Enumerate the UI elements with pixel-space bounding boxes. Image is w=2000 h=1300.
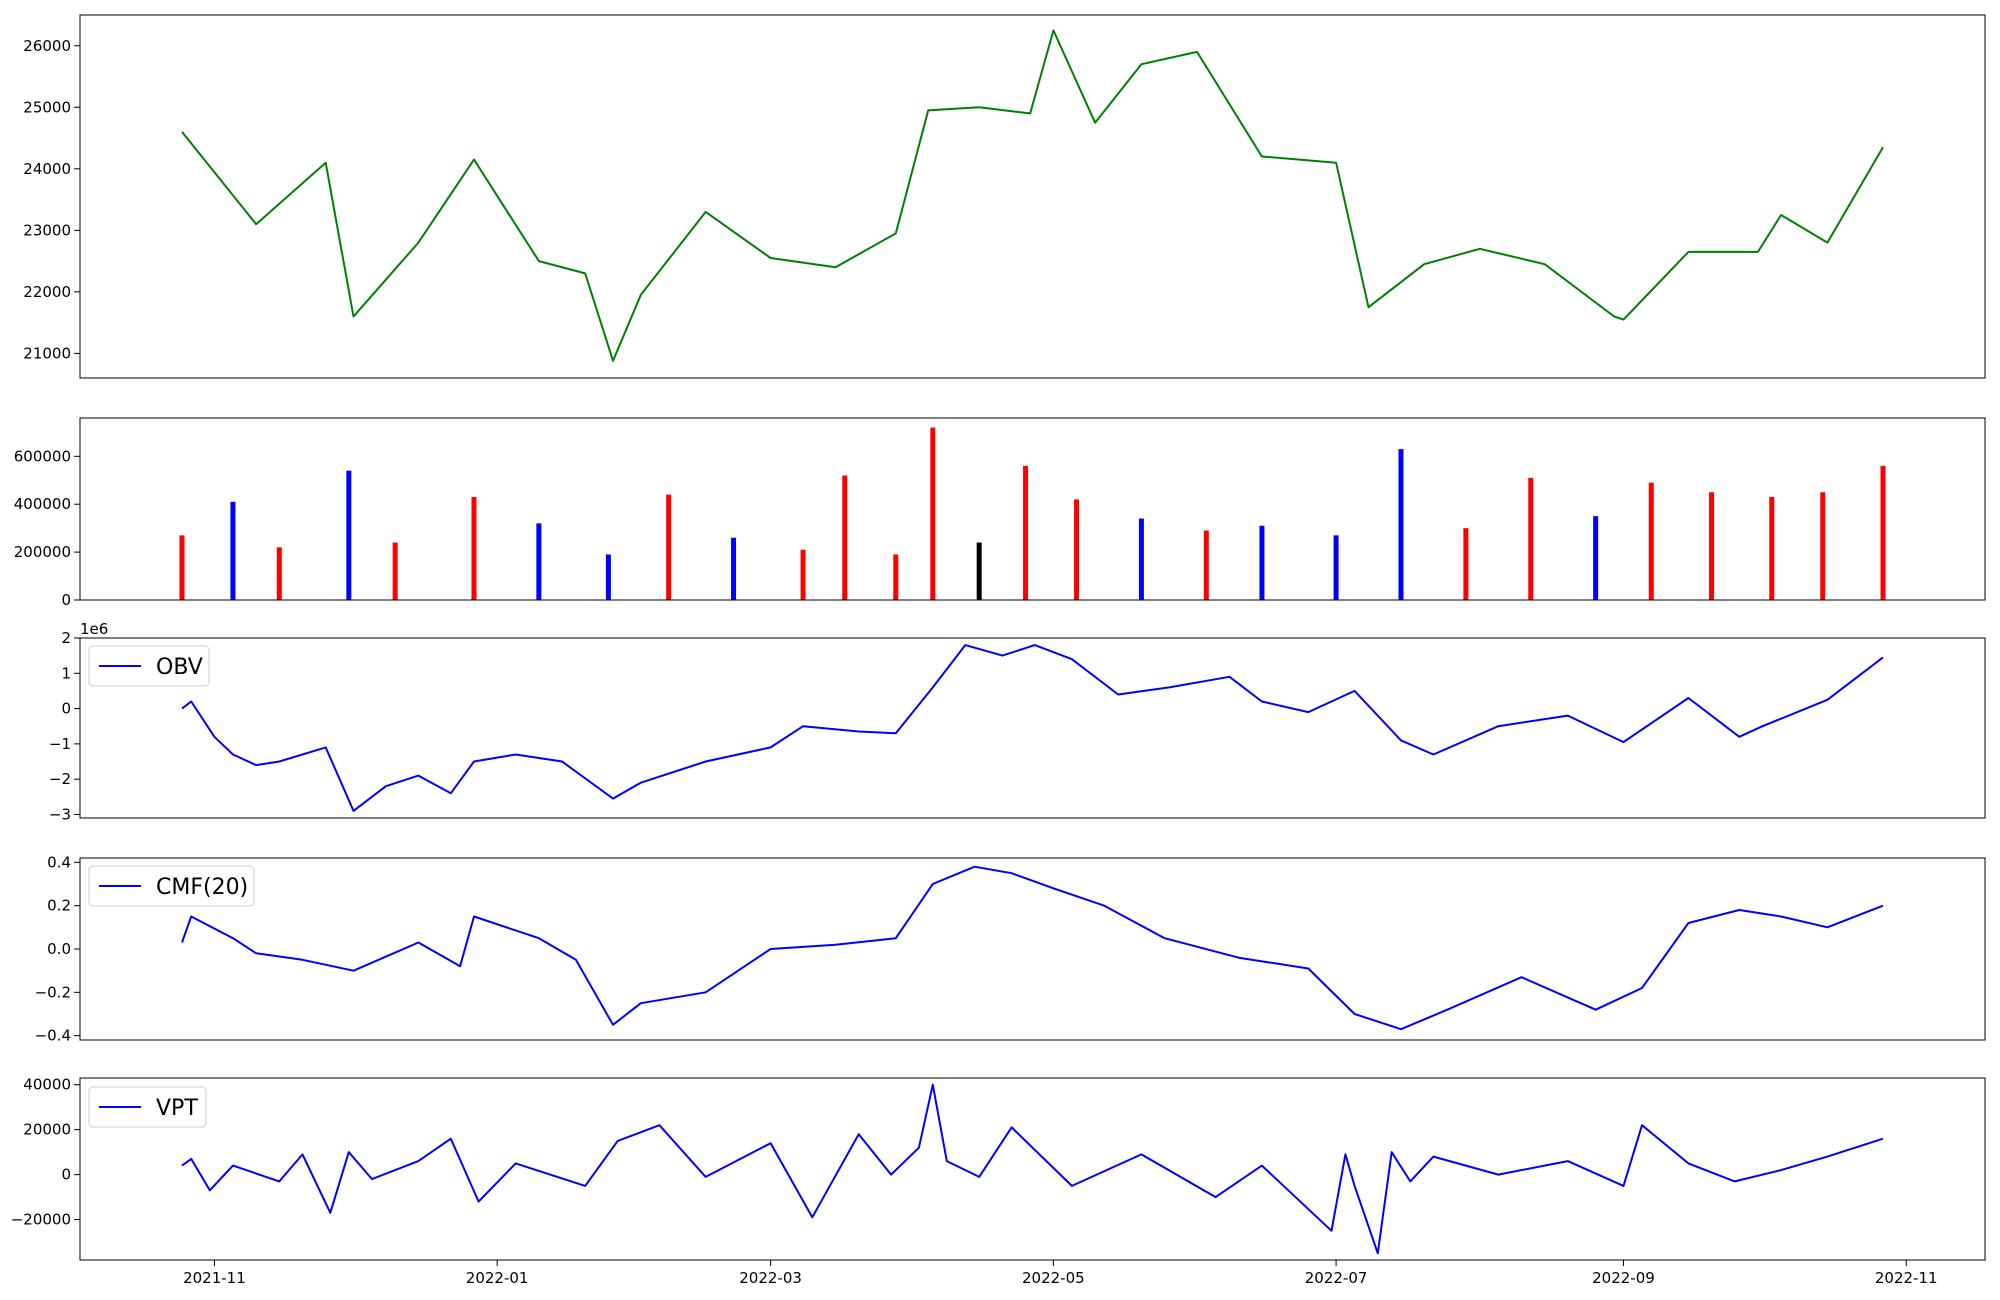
y-tick-label: 26000 bbox=[23, 37, 71, 55]
volume-bar bbox=[1463, 528, 1469, 600]
volume-bar bbox=[1709, 492, 1715, 600]
y-tick-label: 21000 bbox=[23, 344, 71, 362]
y-tick-label: 40000 bbox=[23, 1076, 71, 1094]
cmf-line bbox=[181, 865, 1884, 1031]
volume-bar bbox=[471, 497, 477, 600]
volume-bar bbox=[893, 554, 899, 600]
y-tick-label: 600000 bbox=[14, 447, 71, 465]
y-tick-label: 22000 bbox=[23, 283, 71, 301]
y-tick-label: 24000 bbox=[23, 160, 71, 178]
y-tick-label: 0 bbox=[61, 591, 71, 609]
y-tick-label: 0.0 bbox=[47, 940, 71, 958]
y-tick-label: −0.2 bbox=[35, 983, 71, 1001]
volume-bar bbox=[1259, 525, 1265, 600]
volume-bar bbox=[1074, 499, 1080, 600]
obv-legend: OBV bbox=[88, 645, 210, 687]
volume-bar bbox=[1820, 492, 1826, 600]
y-tick-label: −2 bbox=[49, 770, 71, 788]
y-tick-label: 25000 bbox=[23, 98, 71, 116]
volume-bar bbox=[1593, 516, 1599, 600]
obv-line bbox=[181, 644, 1884, 812]
price-line bbox=[181, 29, 1884, 362]
y-tick-label: 400000 bbox=[14, 495, 71, 513]
volume-bar bbox=[179, 535, 185, 600]
y-tick-label: 23000 bbox=[23, 221, 71, 239]
volume-bar bbox=[800, 549, 806, 600]
volume-bar bbox=[1648, 482, 1654, 600]
y-tick-label: 20000 bbox=[23, 1121, 71, 1139]
y-tick-label: −20000 bbox=[11, 1211, 71, 1229]
panel-vpt: −20000 0 20000 40000 VPT bbox=[11, 1076, 1986, 1261]
y-tick-label: 0 bbox=[61, 1166, 71, 1184]
volume-bar bbox=[1769, 497, 1775, 600]
volume-bar bbox=[1398, 449, 1404, 600]
vpt-line bbox=[181, 1083, 1884, 1255]
y-tick-label: 0.2 bbox=[47, 897, 71, 915]
volume-bar bbox=[731, 537, 737, 600]
volume-bar bbox=[276, 547, 282, 600]
cmf-legend-label: CMF(20) bbox=[156, 875, 248, 900]
x-tick-label: 2022-01 bbox=[466, 1269, 529, 1287]
x-tick-label: 2022-03 bbox=[739, 1269, 802, 1287]
volume-bar bbox=[976, 542, 982, 600]
volume-bar bbox=[536, 523, 542, 600]
y-tick-label: 0 bbox=[61, 700, 71, 718]
shared-x-axis: 2021-11 2022-01 2022-03 2022-05 2022-07 2022-… bbox=[183, 1260, 1938, 1287]
volume-bar bbox=[1528, 477, 1534, 600]
volume-bar bbox=[930, 427, 936, 600]
volume-bar bbox=[1880, 465, 1886, 600]
volume-bar bbox=[1023, 465, 1029, 600]
y-tick-label: −1 bbox=[49, 735, 71, 753]
x-tick-label: 2022-11 bbox=[1875, 1269, 1938, 1287]
y-tick-label: 1 bbox=[61, 664, 71, 682]
volume-bar bbox=[605, 554, 611, 600]
volume-bar bbox=[842, 475, 848, 600]
y-tick-label: 200000 bbox=[14, 543, 71, 561]
volume-bar bbox=[346, 470, 352, 600]
vpt-legend-label: VPT bbox=[156, 1096, 198, 1121]
x-tick-label: 2022-07 bbox=[1305, 1269, 1368, 1287]
obv-offset-text: 1e6 bbox=[80, 620, 108, 638]
x-tick-label: 2022-09 bbox=[1592, 1269, 1655, 1287]
volume-bar bbox=[392, 542, 398, 600]
y-tick-label: −3 bbox=[49, 805, 71, 823]
panel-cmf: −0.4 −0.2 0.0 0.2 0.4 CMF(20) bbox=[35, 853, 1986, 1045]
x-tick-label: 2021-11 bbox=[183, 1269, 246, 1287]
volume-bar bbox=[1203, 530, 1209, 600]
x-tick-label: 2022-05 bbox=[1022, 1269, 1085, 1287]
vpt-legend: VPT bbox=[88, 1086, 207, 1128]
y-tick-label: 2 bbox=[61, 629, 71, 647]
y-tick-label: −0.4 bbox=[35, 1027, 71, 1045]
panel-price: 21000 22000 23000 24000 25000 26000 bbox=[23, 14, 1986, 379]
obv-legend-label: OBV bbox=[156, 655, 203, 680]
volume-bar bbox=[1138, 518, 1144, 600]
panel-volume: 0 200000 400000 600000 bbox=[14, 417, 1986, 609]
volume-bar bbox=[1333, 535, 1339, 600]
cmf-legend: CMF(20) bbox=[88, 865, 255, 907]
y-tick-label: 0.4 bbox=[47, 853, 71, 871]
volume-bar bbox=[666, 494, 672, 600]
panel-obv: −3 −2 −1 0 1 2 1e6 OBV bbox=[49, 620, 1986, 823]
volume-bar bbox=[230, 501, 236, 600]
